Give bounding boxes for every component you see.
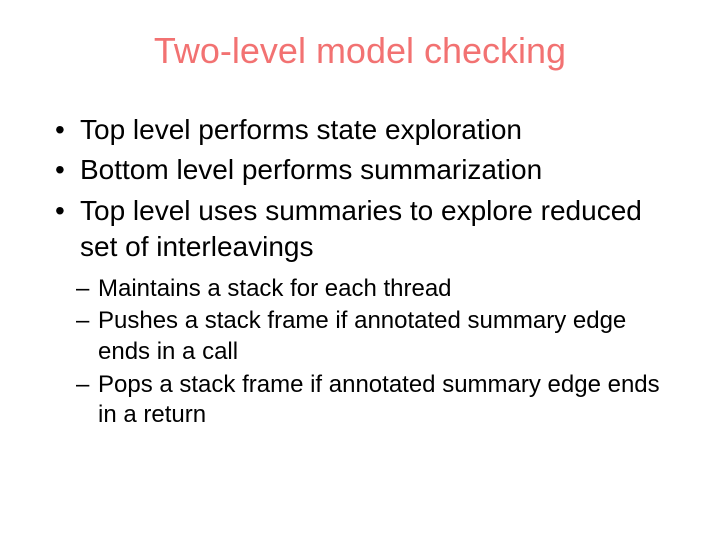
list-item: Pops a stack frame if annotated summary … [76,370,680,431]
list-item: Maintains a stack for each thread [76,274,680,305]
list-item: Top level performs state exploration [50,112,680,148]
list-item: Pushes a stack frame if annotated summar… [76,306,680,367]
bullet-list-level-2: Maintains a stack for each thread Pushes… [40,274,680,432]
slide-title: Two-level model checking [40,30,680,72]
list-item: Top level uses summaries to explore redu… [50,193,680,266]
list-item: Bottom level performs summarization [50,152,680,188]
bullet-list-level-1: Top level performs state exploration Bot… [40,112,680,266]
